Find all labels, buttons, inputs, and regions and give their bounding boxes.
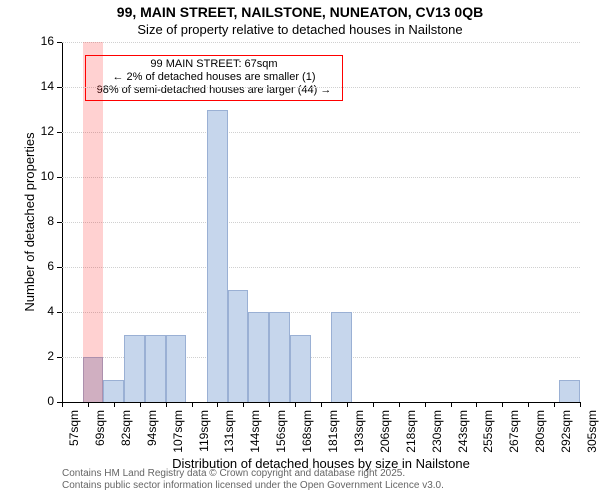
xtick-mark	[243, 402, 244, 407]
xtick-mark	[451, 402, 452, 407]
xtick-label: 292sqm	[559, 410, 573, 460]
gridline	[62, 267, 580, 268]
histogram-bar	[331, 312, 352, 402]
ytick-label: 6	[32, 259, 54, 273]
xtick-label: 82sqm	[119, 410, 133, 460]
xtick-label: 218sqm	[404, 410, 418, 460]
ytick-mark	[57, 357, 62, 358]
xtick-mark	[321, 402, 322, 407]
xtick-label: 243sqm	[456, 410, 470, 460]
xtick-mark	[373, 402, 374, 407]
ytick-label: 10	[32, 169, 54, 183]
xtick-label: 156sqm	[274, 410, 288, 460]
xtick-label: 267sqm	[507, 410, 521, 460]
histogram-bar	[559, 380, 580, 403]
ytick-mark	[57, 312, 62, 313]
xtick-mark	[580, 402, 581, 407]
histogram-bar	[248, 312, 269, 402]
xtick-mark	[88, 402, 89, 407]
histogram-bar	[103, 380, 124, 403]
xtick-mark	[192, 402, 193, 407]
xtick-mark	[269, 402, 270, 407]
xtick-label: 193sqm	[352, 410, 366, 460]
xtick-label: 280sqm	[533, 410, 547, 460]
xtick-mark	[217, 402, 218, 407]
histogram-bar	[145, 335, 166, 403]
gridline	[62, 87, 580, 88]
xtick-mark	[347, 402, 348, 407]
chart-title-line1: 99, MAIN STREET, NAILSTONE, NUNEATON, CV…	[0, 4, 600, 20]
ytick-label: 12	[32, 124, 54, 138]
chart-container: 99, MAIN STREET, NAILSTONE, NUNEATON, CV…	[0, 0, 600, 500]
ytick-label: 8	[32, 214, 54, 228]
xtick-mark	[140, 402, 141, 407]
xtick-mark	[528, 402, 529, 407]
histogram-bar	[228, 290, 249, 403]
ytick-label: 0	[32, 394, 54, 408]
xtick-mark	[425, 402, 426, 407]
histogram-bar	[269, 312, 290, 402]
xtick-label: 119sqm	[197, 410, 211, 460]
property-info-box: 99 MAIN STREET: 67sqm ← 2% of detached h…	[85, 55, 343, 101]
ytick-mark	[57, 222, 62, 223]
xtick-label: 181sqm	[326, 410, 340, 460]
xtick-mark	[554, 402, 555, 407]
ytick-mark	[57, 267, 62, 268]
xtick-label: 206sqm	[378, 410, 392, 460]
infobox-line2: ← 2% of detached houses are smaller (1)	[90, 71, 338, 84]
xtick-label: 144sqm	[248, 410, 262, 460]
xtick-label: 305sqm	[585, 410, 599, 460]
ytick-label: 14	[32, 79, 54, 93]
xtick-mark	[399, 402, 400, 407]
ytick-label: 2	[32, 349, 54, 363]
xtick-mark	[114, 402, 115, 407]
highlight-column	[83, 42, 104, 402]
ytick-mark	[57, 42, 62, 43]
chart-title-line2: Size of property relative to detached ho…	[0, 22, 600, 37]
footer-line2: Contains public sector information licen…	[62, 480, 444, 492]
gridline	[62, 177, 580, 178]
xtick-label: 131sqm	[222, 410, 236, 460]
xtick-label: 168sqm	[300, 410, 314, 460]
xtick-mark	[166, 402, 167, 407]
attribution-footer: Contains HM Land Registry data © Crown c…	[62, 468, 444, 492]
gridline	[62, 42, 580, 43]
ytick-mark	[57, 132, 62, 133]
gridline	[62, 312, 580, 313]
histogram-bar	[207, 110, 228, 403]
xtick-mark	[502, 402, 503, 407]
footer-line1: Contains HM Land Registry data © Crown c…	[62, 468, 444, 480]
ytick-label: 16	[32, 34, 54, 48]
histogram-bar	[290, 335, 311, 403]
xtick-label: 255sqm	[481, 410, 495, 460]
histogram-bar	[166, 335, 187, 403]
xtick-label: 107sqm	[171, 410, 185, 460]
xtick-mark	[295, 402, 296, 407]
xtick-label: 230sqm	[430, 410, 444, 460]
xtick-mark	[62, 402, 63, 407]
xtick-label: 94sqm	[145, 410, 159, 460]
gridline	[62, 132, 580, 133]
ytick-label: 4	[32, 304, 54, 318]
xtick-label: 57sqm	[67, 410, 81, 460]
xtick-mark	[476, 402, 477, 407]
xtick-label: 69sqm	[93, 410, 107, 460]
gridline	[62, 222, 580, 223]
histogram-bar	[124, 335, 145, 403]
ytick-mark	[57, 87, 62, 88]
infobox-line1: 99 MAIN STREET: 67sqm	[90, 58, 338, 71]
ytick-mark	[57, 177, 62, 178]
